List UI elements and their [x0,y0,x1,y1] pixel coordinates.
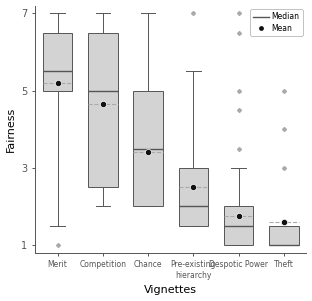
PathPatch shape [269,226,299,245]
X-axis label: Vignettes: Vignettes [144,285,197,296]
PathPatch shape [43,33,72,91]
PathPatch shape [88,33,118,187]
PathPatch shape [224,206,253,245]
Legend: Median, Mean: Median, Mean [250,9,303,36]
Y-axis label: Fairness: Fairness [6,107,16,152]
PathPatch shape [134,91,163,206]
PathPatch shape [179,168,208,226]
